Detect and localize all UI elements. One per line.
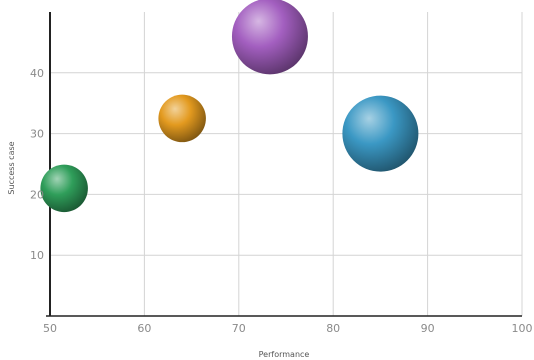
x-tick-label: 60 <box>137 322 151 335</box>
y-tick-label: 40 <box>30 67 44 80</box>
bubble-point[interactable] <box>40 164 88 213</box>
bubble-point[interactable] <box>342 95 419 172</box>
x-tick-label: 100 <box>512 322 533 335</box>
bubbles <box>40 0 419 213</box>
x-tick-label: 80 <box>326 322 340 335</box>
x-axis-title: Performance <box>259 350 310 359</box>
bubble-point[interactable] <box>231 0 308 75</box>
bubble-point[interactable] <box>158 94 206 143</box>
grid <box>50 12 523 316</box>
tick-labels: 50 60 70 80 90 100 10 20 30 40 <box>30 67 533 335</box>
x-tick-label: 70 <box>232 322 246 335</box>
y-tick-label: 10 <box>30 249 44 262</box>
y-tick-label: 20 <box>30 188 44 201</box>
x-tick-label: 50 <box>43 322 57 335</box>
axes <box>46 12 522 317</box>
y-tick-label: 30 <box>30 128 44 141</box>
x-tick-label: 90 <box>421 322 435 335</box>
y-axis-title: Success case <box>7 141 16 194</box>
